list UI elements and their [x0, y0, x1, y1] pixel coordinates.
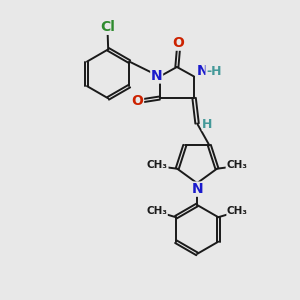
Text: CH₃: CH₃	[226, 160, 247, 170]
Text: Cl: Cl	[100, 20, 115, 34]
Text: O: O	[172, 36, 184, 50]
Text: O: O	[132, 94, 143, 108]
Text: CH₃: CH₃	[147, 160, 168, 170]
Text: N: N	[151, 69, 163, 83]
Text: CH₃: CH₃	[146, 206, 167, 216]
Text: CH₃: CH₃	[227, 206, 248, 216]
Text: -H: -H	[206, 65, 222, 78]
Text: N: N	[192, 182, 203, 196]
Text: N: N	[196, 64, 208, 78]
Text: H: H	[202, 118, 213, 130]
